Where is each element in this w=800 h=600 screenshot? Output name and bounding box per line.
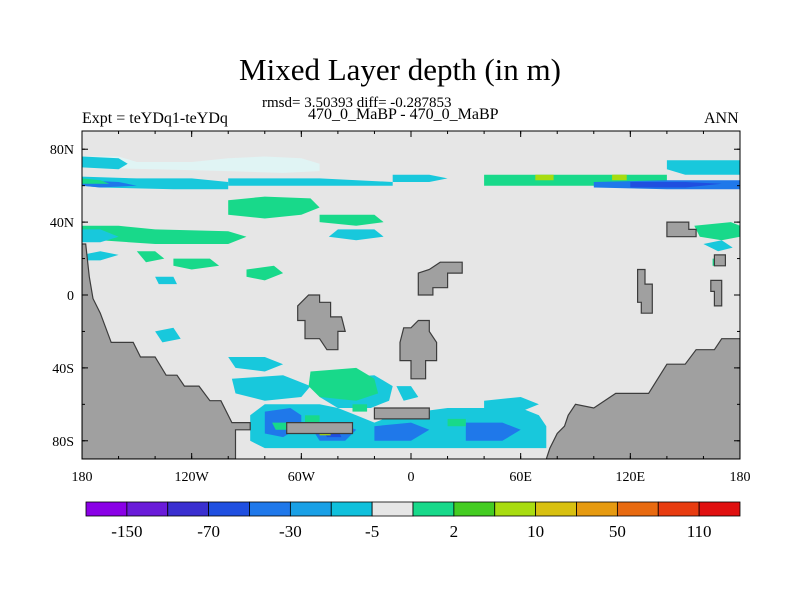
contour-region [694, 222, 740, 241]
colorbar-label: -150 [111, 522, 142, 541]
colorbar-box [657, 501, 700, 517]
land-mask [417, 261, 463, 296]
contour-region [228, 178, 393, 186]
land-mask [713, 254, 727, 267]
colorbar-box [371, 501, 414, 517]
contour-region [319, 214, 384, 226]
contour-region [155, 327, 181, 343]
y-tick-label: 40N [50, 216, 74, 231]
season-label: ANN [704, 110, 739, 127]
contour-region [396, 386, 419, 401]
colorbar-box [576, 501, 618, 517]
x-tick-label: 180 [730, 470, 751, 485]
contour-region [82, 178, 110, 184]
colorbar-box [289, 501, 332, 517]
colorbar-label: -5 [365, 522, 379, 541]
colorbar-label: -70 [197, 522, 220, 541]
colorbar-box [85, 501, 128, 517]
experiment-label: Expt = teYDq1-teYDq [82, 110, 228, 127]
land-mask [82, 243, 251, 459]
colorbar-label: 50 [609, 522, 626, 541]
contour-region [228, 357, 284, 372]
y-tick-label: 80N [50, 143, 74, 158]
contour-region [136, 251, 165, 263]
contour-region [82, 156, 128, 170]
contour-region [228, 196, 320, 219]
contour-region [308, 367, 379, 401]
contour-region [535, 174, 554, 181]
x-tick-label: 0 [408, 470, 415, 485]
colorbar-box [412, 501, 455, 517]
case-label: 470_0_MaBP - 470_0_MaBP [308, 106, 499, 123]
land-mask [373, 407, 430, 420]
land-mask [399, 319, 438, 380]
colorbar-label: 2 [450, 522, 459, 541]
contour-region [630, 182, 722, 188]
contour-region [703, 240, 733, 252]
colorbar-box [208, 501, 250, 517]
x-tick-label: 180 [72, 470, 93, 485]
contour-region [82, 156, 320, 173]
contour-region [231, 375, 311, 401]
field-layer [82, 156, 740, 459]
contour-region [328, 229, 384, 241]
contour-region [82, 251, 119, 261]
contour-region [666, 160, 740, 175]
contour-region [155, 276, 177, 285]
contour-region [392, 174, 448, 182]
x-tick-label: 120E [616, 470, 646, 485]
colorbar-box [126, 501, 169, 517]
contour-region [447, 418, 466, 427]
colorbar-box [494, 501, 537, 517]
colorbar-box [167, 501, 210, 517]
contour-region [612, 174, 627, 181]
colorbar-box [453, 501, 496, 517]
colorbar-box [249, 501, 291, 517]
x-tick-label: 60W [288, 470, 316, 485]
contour-region [374, 422, 430, 441]
contour-region [82, 229, 119, 243]
x-tick-label: 60E [509, 470, 532, 485]
y-tick-label: 40S [52, 362, 74, 377]
colorbar-label: 10 [527, 522, 544, 541]
land-mask [545, 338, 740, 459]
x-tick-label: 120W [175, 470, 210, 485]
colorbar-box [535, 501, 577, 517]
colorbar-box [616, 501, 659, 517]
y-tick-label: 80S [52, 435, 74, 450]
contour-region [465, 422, 521, 441]
land-mask [710, 279, 723, 307]
chart-title: Mixed Layer depth (in m) [239, 52, 561, 87]
contour-region [82, 225, 247, 244]
colorbar-box [330, 501, 373, 517]
colorbar-label: -30 [279, 522, 302, 541]
contour-region [352, 404, 368, 412]
contour-region [272, 422, 291, 430]
y-tick-label: 0 [67, 289, 74, 304]
land-mask [297, 294, 346, 351]
contour-region [173, 258, 220, 270]
colorbar-label: 110 [687, 522, 712, 541]
contour-region [484, 397, 539, 412]
contour-region [305, 415, 320, 423]
land-mask [636, 268, 653, 314]
stats-label: rmsd= 3.50393 diff= -0.287853 [262, 95, 452, 111]
land-mask [286, 422, 354, 435]
land-mask [666, 221, 697, 238]
colorbar-box [698, 501, 741, 517]
contour-region [246, 265, 284, 281]
